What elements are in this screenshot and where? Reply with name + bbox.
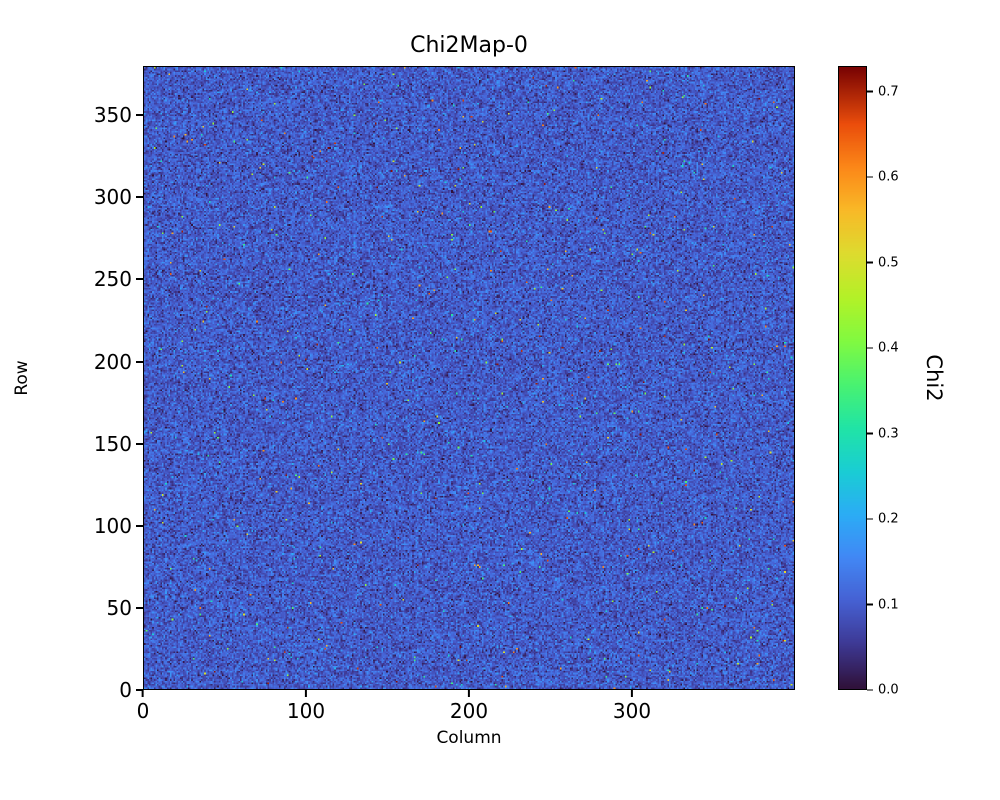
- colorbar: [838, 66, 867, 690]
- tick-mark: [867, 90, 873, 93]
- colorbar-label: Chi2: [922, 354, 946, 402]
- y-tick-label: 0: [119, 678, 132, 702]
- colorbar-tick-0.3: 0.3: [867, 426, 899, 441]
- tick-mark: [136, 114, 143, 117]
- y-axis: 0 50 100 150 200 250 300 350: [0, 66, 143, 701]
- colorbar-tick-label: 0.6: [878, 169, 899, 185]
- colorbar-tick-0.7: 0.7: [867, 84, 899, 99]
- tick-mark: [468, 690, 470, 697]
- colorbar-tick-label: 0.7: [878, 84, 899, 100]
- colorbar-tick-0.4: 0.4: [867, 341, 899, 356]
- tick-mark: [867, 432, 873, 435]
- y-tick-label: 150: [93, 431, 132, 456]
- colorbar-tick-label: 0.4: [878, 340, 899, 356]
- colorbar-axis: 0.0 0.1 0.2 0.3 0.4 0.5 0.6 0.7: [867, 66, 927, 698]
- tick-mark: [631, 690, 633, 697]
- colorbar-tick-0.5: 0.5: [867, 255, 899, 270]
- y-tick-350: 350: [94, 104, 143, 126]
- tick-mark: [867, 347, 873, 349]
- tick-mark: [136, 606, 143, 609]
- colorbar-tick-0.0: 0.0: [867, 683, 899, 698]
- colorbar-tick-label: 0.3: [878, 426, 899, 442]
- y-tick-200: 200: [94, 351, 143, 373]
- x-tick-200: 200: [450, 690, 488, 722]
- y-tick-100: 100: [94, 515, 143, 537]
- tick-mark: [136, 689, 143, 691]
- y-tick-0: 0: [119, 679, 143, 701]
- tick-mark: [136, 524, 143, 527]
- y-tick-300: 300: [94, 186, 143, 208]
- heatmap-image: [144, 67, 794, 689]
- tick-mark: [867, 176, 873, 178]
- x-tick-300: 300: [613, 690, 651, 722]
- x-tick-label: 0: [136, 699, 150, 723]
- tick-mark: [141, 690, 144, 697]
- y-tick-50: 50: [107, 597, 143, 619]
- y-tick-label: 50: [106, 595, 132, 620]
- tick-mark: [305, 690, 307, 697]
- tick-mark: [136, 442, 143, 445]
- colorbar-tick-0.1: 0.1: [867, 597, 899, 612]
- y-tick-label: 200: [93, 349, 132, 374]
- plot-title: Chi2Map-0: [410, 33, 528, 58]
- y-tick-250: 250: [94, 268, 143, 290]
- colorbar-tick-label: 0.1: [878, 597, 899, 613]
- tick-mark: [136, 278, 143, 281]
- tick-mark: [867, 518, 873, 520]
- y-tick-150: 150: [94, 433, 143, 455]
- x-tick-100: 100: [287, 690, 325, 722]
- tick-mark: [867, 261, 873, 264]
- y-axis-label: Row: [12, 360, 32, 396]
- x-tick-0: 0: [136, 690, 150, 723]
- colorbar-tick-label: 0.5: [878, 255, 899, 271]
- y-tick-label: 350: [93, 103, 132, 128]
- colorbar-tick-label: 0.0: [878, 682, 899, 698]
- colorbar-tick-label: 0.2: [878, 511, 899, 527]
- colorbar-gradient: [839, 67, 866, 689]
- x-axis-label: Column: [436, 728, 502, 748]
- y-tick-label: 250: [93, 267, 132, 292]
- tick-mark: [136, 360, 143, 363]
- colorbar-tick-0.6: 0.6: [867, 170, 899, 185]
- tick-mark: [867, 603, 873, 606]
- tick-mark: [136, 196, 143, 199]
- heatmap-plot-area: [143, 66, 795, 690]
- x-axis: 0 100 200 300: [137, 690, 795, 730]
- x-tick-label: 200: [449, 699, 489, 723]
- y-tick-label: 100: [93, 513, 132, 538]
- y-tick-label: 300: [93, 185, 132, 210]
- tick-mark: [867, 689, 873, 691]
- x-tick-label: 100: [286, 699, 326, 723]
- colorbar-tick-0.2: 0.2: [867, 512, 899, 527]
- x-tick-label: 300: [612, 699, 652, 723]
